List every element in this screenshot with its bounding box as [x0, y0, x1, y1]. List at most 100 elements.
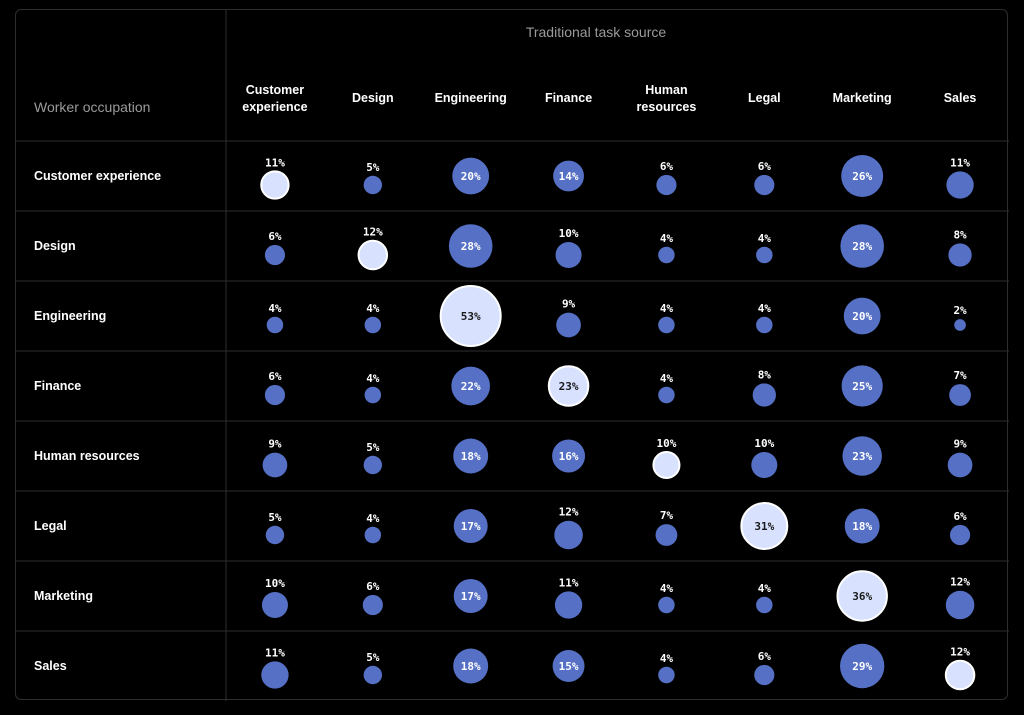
bubble [363, 175, 383, 195]
bubble [754, 664, 775, 686]
bubble [756, 316, 773, 334]
value-label: 6% [660, 160, 674, 173]
bubble-diagonal [836, 570, 888, 622]
value-label: 7% [660, 509, 674, 522]
column-group-title: Traditional task source [526, 24, 667, 40]
matrix-cell: 6% [949, 510, 971, 546]
column-label: Engineering [435, 91, 507, 105]
column-label: Finance [545, 91, 592, 105]
bubble [840, 224, 884, 268]
column-label: Sales [944, 91, 977, 105]
bubble [658, 666, 675, 684]
bubble [556, 312, 581, 338]
bubble [844, 508, 880, 544]
chart-frame: Traditional task source Worker occupatio… [15, 9, 1009, 701]
matrix-cell: 18% [453, 648, 489, 684]
bubble [555, 241, 582, 269]
matrix-cell: 5% [363, 441, 383, 475]
bubble [553, 160, 584, 192]
row-label: Customer experience [34, 169, 161, 183]
value-label: 9% [268, 438, 282, 451]
bubble [658, 596, 675, 614]
matrix-cell: 4% [756, 232, 773, 264]
row-label: Finance [34, 379, 81, 393]
bubble [949, 524, 971, 546]
bubble [843, 297, 881, 335]
value-label: 4% [660, 582, 674, 595]
bubble [554, 520, 583, 550]
row-label: Design [34, 239, 76, 253]
matrix-cell: 7% [949, 369, 971, 406]
value-label: 11% [559, 576, 579, 589]
bubble-diagonal [652, 450, 681, 480]
value-label: 4% [758, 232, 772, 245]
bubble-diagonal [357, 239, 389, 271]
value-label: 6% [366, 580, 380, 593]
matrix-cell: 11% [554, 576, 583, 619]
matrix-cell: 20% [843, 297, 881, 335]
value-label: 28% [852, 240, 872, 253]
bubble [552, 650, 585, 682]
value-label: 11% [950, 156, 970, 169]
row-label: Human resources [34, 449, 140, 463]
matrix-cell: 31% [740, 502, 789, 550]
matrix-cell: 9% [262, 438, 288, 478]
bubble [453, 438, 489, 474]
matrix-cell: 5% [363, 161, 383, 195]
matrix-cell: 15% [552, 650, 585, 682]
row-group-title: Worker occupation [34, 99, 150, 115]
row-label: Legal [34, 519, 67, 533]
value-label: 8% [758, 368, 772, 381]
matrix-cell: 6% [362, 580, 383, 616]
bubble [949, 384, 971, 406]
matrix-cell: 28% [840, 224, 884, 268]
matrix-cell: 5% [265, 511, 285, 545]
matrix-cell: 17% [453, 509, 488, 543]
matrix-cell: 4% [658, 582, 675, 614]
value-label: 10% [754, 437, 774, 450]
row-label: Marketing [34, 589, 93, 603]
value-label: 5% [268, 511, 282, 524]
value-label: 9% [953, 438, 967, 451]
bubble [552, 439, 586, 473]
matrix-cell: 10% [652, 437, 681, 480]
matrix-cell: 28% [448, 224, 493, 268]
bubble [451, 366, 491, 406]
matrix-cell: 18% [844, 508, 880, 544]
value-label: 20% [461, 170, 481, 183]
bubble [656, 174, 677, 196]
matrix-cell: 22% [451, 366, 491, 406]
bubble [658, 386, 675, 404]
matrix-cell: 23% [547, 365, 590, 407]
value-label: 4% [660, 302, 674, 315]
column-label: Marketing [833, 91, 892, 105]
matrix-cell: 20% [452, 157, 490, 195]
value-label: 17% [461, 520, 481, 533]
column-label: Customer experience [242, 83, 307, 114]
matrix-cell: 11% [260, 156, 290, 200]
bubble [842, 436, 882, 476]
value-label: 17% [461, 590, 481, 603]
value-label: 14% [559, 170, 579, 183]
bubble [841, 365, 883, 407]
value-label: 4% [366, 302, 380, 315]
matrix-cell: 6% [754, 160, 775, 196]
matrix-cell: 9% [947, 438, 973, 478]
value-label: 20% [852, 310, 872, 323]
bubble [453, 579, 488, 613]
row-label: Sales [34, 659, 67, 673]
value-label: 12% [559, 506, 579, 519]
bubble [363, 665, 383, 685]
bubble [839, 643, 885, 689]
value-label: 4% [268, 302, 282, 315]
value-label: 36% [852, 590, 872, 603]
matrix-cell: 6% [656, 160, 677, 196]
matrix-cell: 25% [841, 365, 883, 407]
matrix-cell: 4% [364, 302, 382, 334]
value-label: 8% [953, 228, 967, 241]
bubble [452, 157, 490, 195]
matrix-cell: 17% [453, 579, 488, 613]
bubble [364, 316, 382, 334]
value-label: 12% [950, 576, 970, 589]
value-label: 18% [461, 660, 481, 673]
